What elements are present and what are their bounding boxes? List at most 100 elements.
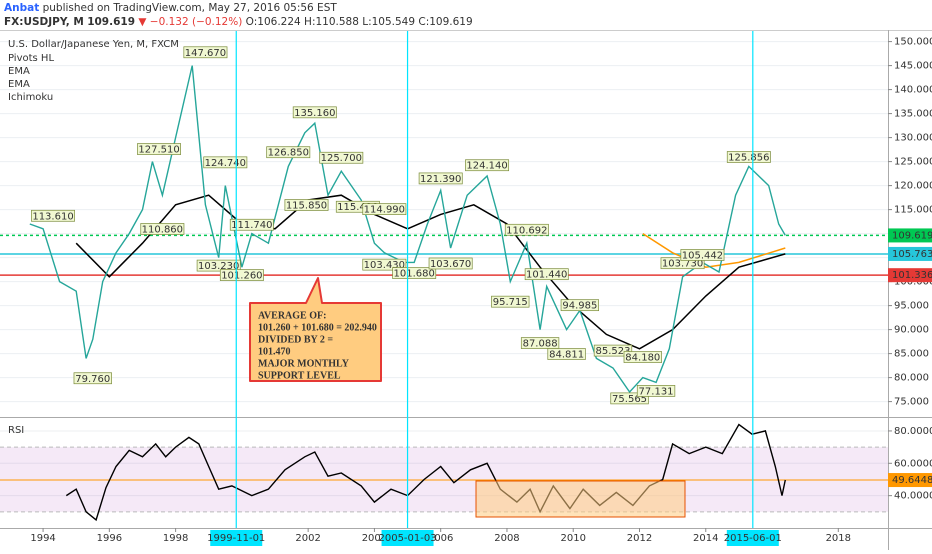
date-label: 1999-11-01 xyxy=(207,533,265,544)
pivot-label: 135.160 xyxy=(294,108,335,119)
pivot-label: 125.856 xyxy=(728,152,769,163)
author: Anbat xyxy=(4,2,39,14)
ohlc: O:106.224 H:110.588 L:105.549 C:109.619 xyxy=(246,16,473,28)
pivot-box xyxy=(319,151,364,164)
pivot-label: 111.740 xyxy=(231,220,272,231)
pivot-label: 124.740 xyxy=(205,158,246,169)
pivot-label: 103.230 xyxy=(198,261,239,272)
callout-line: SUPPORT LEVEL xyxy=(258,370,341,381)
level-tag xyxy=(888,268,932,283)
rsi-band xyxy=(0,447,888,512)
y-tick-label: 75.000 xyxy=(894,397,929,408)
indicator-name: EMA xyxy=(8,79,30,90)
y-tick-label: 120.000 xyxy=(894,181,932,192)
level-label: 49.6448 xyxy=(892,475,932,486)
x-tick-label: 2018 xyxy=(826,533,851,544)
pivot-label: 103.730 xyxy=(662,259,703,270)
y-tick-label: 80.0000 xyxy=(894,426,932,437)
pivot-box xyxy=(362,258,407,271)
pivot-label: 94.985 xyxy=(562,301,597,312)
level-tag xyxy=(888,246,932,261)
header-line: Anbat published on TradingView.com, May … xyxy=(4,2,337,14)
pivot-box xyxy=(524,268,569,281)
pivot-box xyxy=(183,46,228,59)
pivot-box xyxy=(229,218,274,231)
callout-line: DIVIDED BY 2 = xyxy=(258,334,333,345)
symbol: FX:USDJPY, M xyxy=(4,16,84,28)
callout-line: AVERAGE OF: xyxy=(258,310,326,321)
y-tick-label: 130.000 xyxy=(894,133,932,144)
y-tick-label: 140.000 xyxy=(894,85,932,96)
callout-line: MAJOR MONTHLY xyxy=(258,358,350,369)
indicator-name: Ichimoku xyxy=(8,92,53,103)
pivot-box xyxy=(610,392,649,405)
published: published on TradingView.com, May 27, 20… xyxy=(43,2,338,14)
x-tick-label: 2004 xyxy=(362,533,387,544)
pivot-label: 125.700 xyxy=(321,153,362,164)
pivot-label: 95.715 xyxy=(493,297,528,308)
y-tick-label: 150.000 xyxy=(894,37,932,48)
pivot-label: 121.390 xyxy=(420,174,461,185)
pivot-box xyxy=(137,143,181,155)
pivot-label: 105.442 xyxy=(682,250,723,261)
x-tick-label: 1994 xyxy=(30,533,55,544)
pivot-box xyxy=(418,172,463,185)
pivot-box xyxy=(636,385,676,397)
date-tag xyxy=(726,530,779,546)
pivot-label: 115.490 xyxy=(337,202,378,213)
pivot-label: 114.990 xyxy=(364,205,405,216)
x-tick-label: 2012 xyxy=(627,533,652,544)
pivot-box xyxy=(593,344,633,357)
pivot-label: 103.430 xyxy=(364,260,405,271)
ticker-line: FX:USDJPY, M 109.619 ▼ −0.132 (−0.12%) O… xyxy=(4,16,473,28)
y-tick-label: 145.000 xyxy=(894,61,932,72)
highlight-box xyxy=(475,480,686,518)
x-tick-label: 2008 xyxy=(494,533,519,544)
pivot-box xyxy=(465,159,510,172)
pivot-box xyxy=(362,203,407,215)
level-label: 101.336 xyxy=(892,270,932,281)
pivot-label: 87.088 xyxy=(523,339,558,350)
pivot-box xyxy=(266,146,311,159)
panel-title: U.S. Dollar/Japanese Yen, M, FXCM xyxy=(8,39,179,50)
y-tick-label: 40.0000 xyxy=(894,491,932,502)
x-tick-label: 1998 xyxy=(163,533,188,544)
level-tag xyxy=(888,473,932,488)
pivot-label: 85.523 xyxy=(595,346,630,357)
y-tick-label: 80.000 xyxy=(894,373,929,384)
pivot-box xyxy=(203,156,248,169)
change: ▼ −0.132 (−0.12%) xyxy=(138,16,242,28)
pivot-label: 77.131 xyxy=(639,386,674,397)
pivot-box xyxy=(491,295,530,308)
level-label: 105.763 xyxy=(892,249,932,260)
rsi-line xyxy=(65,423,786,522)
pivot-label: 101.680 xyxy=(393,269,434,280)
callout-line: 101.470 xyxy=(258,346,291,357)
pivot-label: 75.565 xyxy=(612,394,647,405)
x-tick-label: 2006 xyxy=(428,533,453,544)
pivot-label: 110.692 xyxy=(506,225,547,236)
date-label: 2015-06-01 xyxy=(724,533,782,544)
date-tag xyxy=(381,530,434,546)
pivot-box xyxy=(504,223,549,236)
last-price: 109.619 xyxy=(87,16,135,28)
pivot-box xyxy=(219,269,264,281)
callout-line: 101.260 + 101.680 = 202.940 xyxy=(258,322,377,333)
y-tick-label: 85.000 xyxy=(894,349,929,360)
callout-box xyxy=(249,277,382,382)
pivot-box xyxy=(73,372,112,385)
y-tick-label: 95.000 xyxy=(894,301,929,312)
pivot-label: 79.760 xyxy=(75,374,110,385)
pivot-label: 115.850 xyxy=(286,201,327,212)
x-tick-label: 2010 xyxy=(560,533,585,544)
panel-title: RSI xyxy=(8,425,24,436)
pivot-label: 126.850 xyxy=(268,148,309,159)
date-tag xyxy=(210,530,263,546)
pivot-label: 103.670 xyxy=(430,259,471,270)
pivot-label: 84.811 xyxy=(549,350,584,361)
pivot-label: 101.440 xyxy=(526,270,567,281)
indicator-name: EMA xyxy=(8,66,30,77)
callout: AVERAGE OF:101.260 + 101.680 = 202.940DI… xyxy=(249,277,382,382)
pivot-box xyxy=(31,209,75,222)
